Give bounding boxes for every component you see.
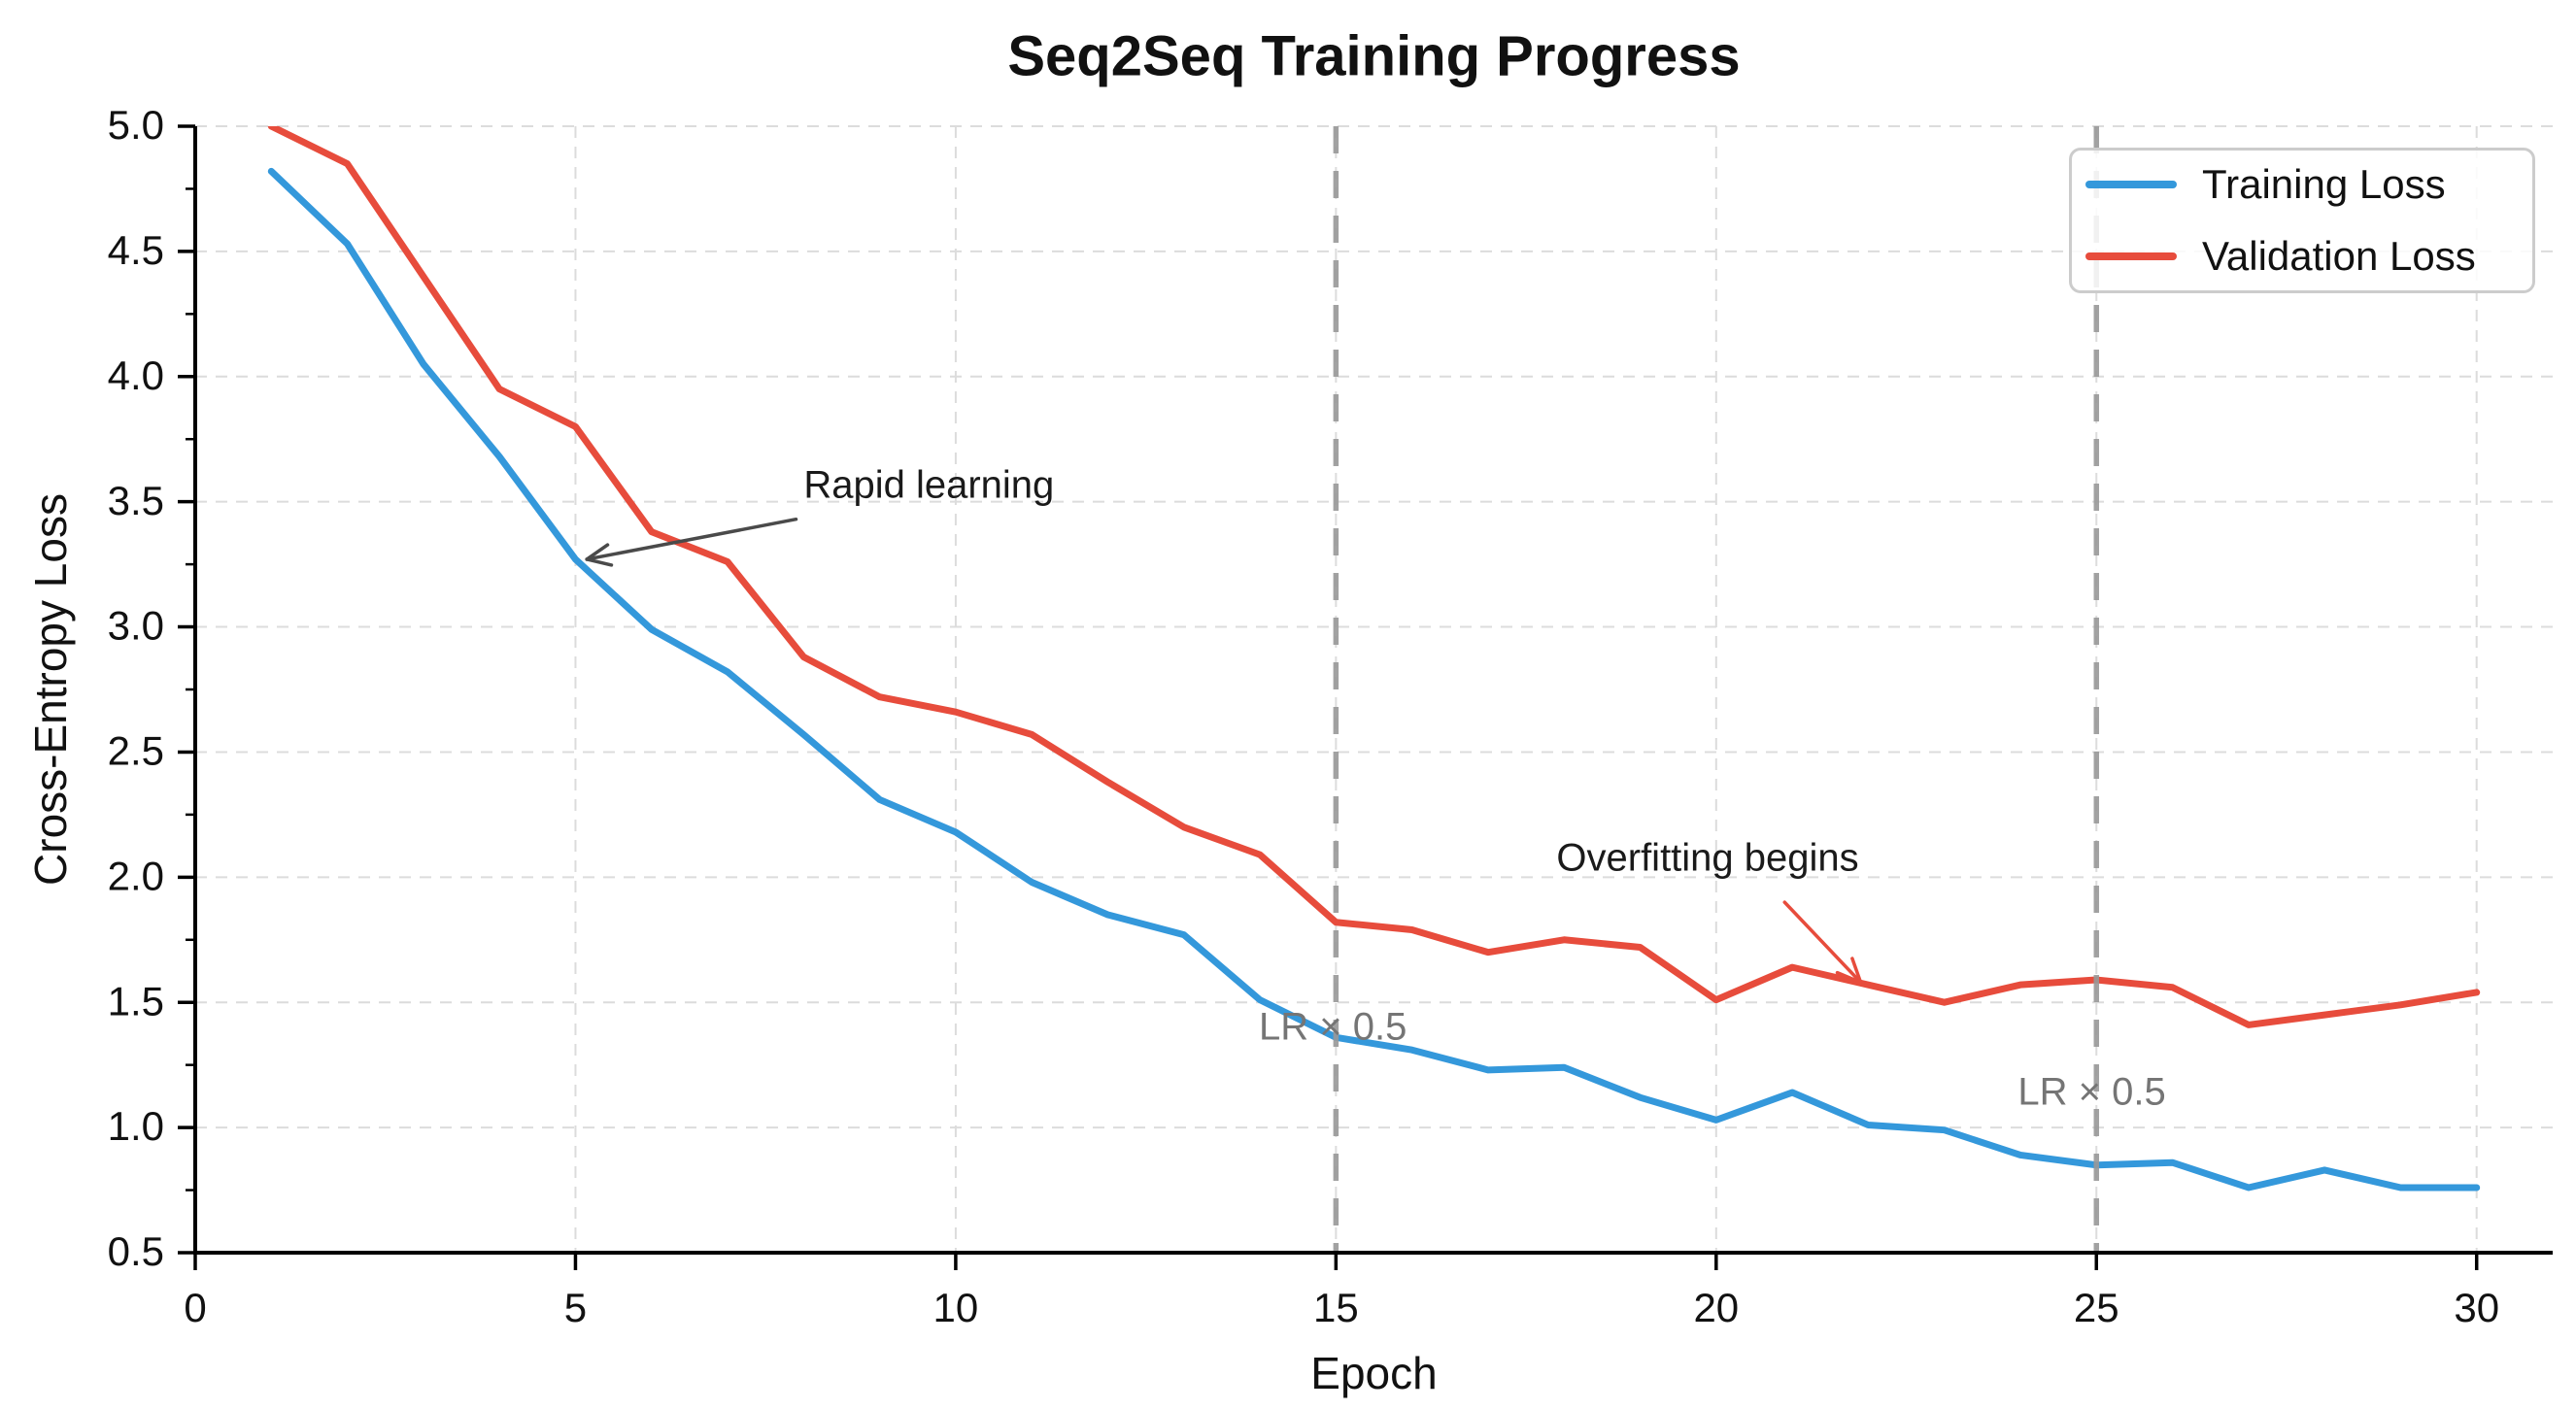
training-loss-swatch [2085,181,2177,188]
y-tick-label: 0.5 [108,1228,164,1274]
x-tick-label: 20 [1693,1285,1739,1330]
annotation-arrowhead [585,543,610,561]
series-group [267,126,2481,1192]
x-axis-label: Epoch [1310,1348,1438,1398]
annotation-arrow [1782,900,1863,985]
y-tick-label: 4.0 [108,352,164,398]
chart-title: Seq2Seq Training Progress [1007,24,1741,88]
annotation-rapid-learning: Rapid learning [803,463,1055,507]
training-loss-line [267,167,2481,1192]
validation-loss-swatch [2085,252,2177,260]
x-tick-label: 5 [564,1285,587,1330]
annotation-arrow [585,517,798,561]
lr-decay-label-1: LR × 0.5 [1259,1005,1407,1049]
annotation-overfitting: Overfitting begins [1556,836,1859,880]
legend-item-training: Training Loss [2085,161,2513,208]
y-tick-label: 2.5 [108,728,164,774]
x-tick-label: 10 [933,1285,979,1330]
annotation-arrowhead [1850,957,1863,985]
annotation-arrowhead [585,557,614,567]
y-tick-label: 1.5 [108,978,164,1024]
y-tick-label: 1.0 [108,1103,164,1149]
x-tick-label: 25 [2074,1285,2119,1330]
legend-item-validation: Validation Loss [2085,233,2513,280]
legend-label-validation: Validation Loss [2202,233,2476,279]
legend-label-training: Training Loss [2202,161,2446,207]
lr-decay-label-2: LR × 0.5 [2017,1070,2166,1114]
x-tick-label: 30 [2454,1285,2499,1330]
validation-loss-line [267,126,2481,1028]
y-tick-label: 5.0 [108,102,164,148]
legend: Training Loss Validation Loss [2069,148,2535,293]
y-tick-label: 4.5 [108,227,164,273]
x-tick-label: 15 [1313,1285,1359,1330]
y-tick-label: 3.0 [108,603,164,649]
y-tick-label: 2.0 [108,853,164,898]
annotation-arrowhead [1835,970,1863,985]
y-tick-label: 3.5 [108,478,164,523]
x-tick-label: 0 [184,1285,206,1330]
y-axis-label: Cross-Entropy Loss [25,493,76,886]
